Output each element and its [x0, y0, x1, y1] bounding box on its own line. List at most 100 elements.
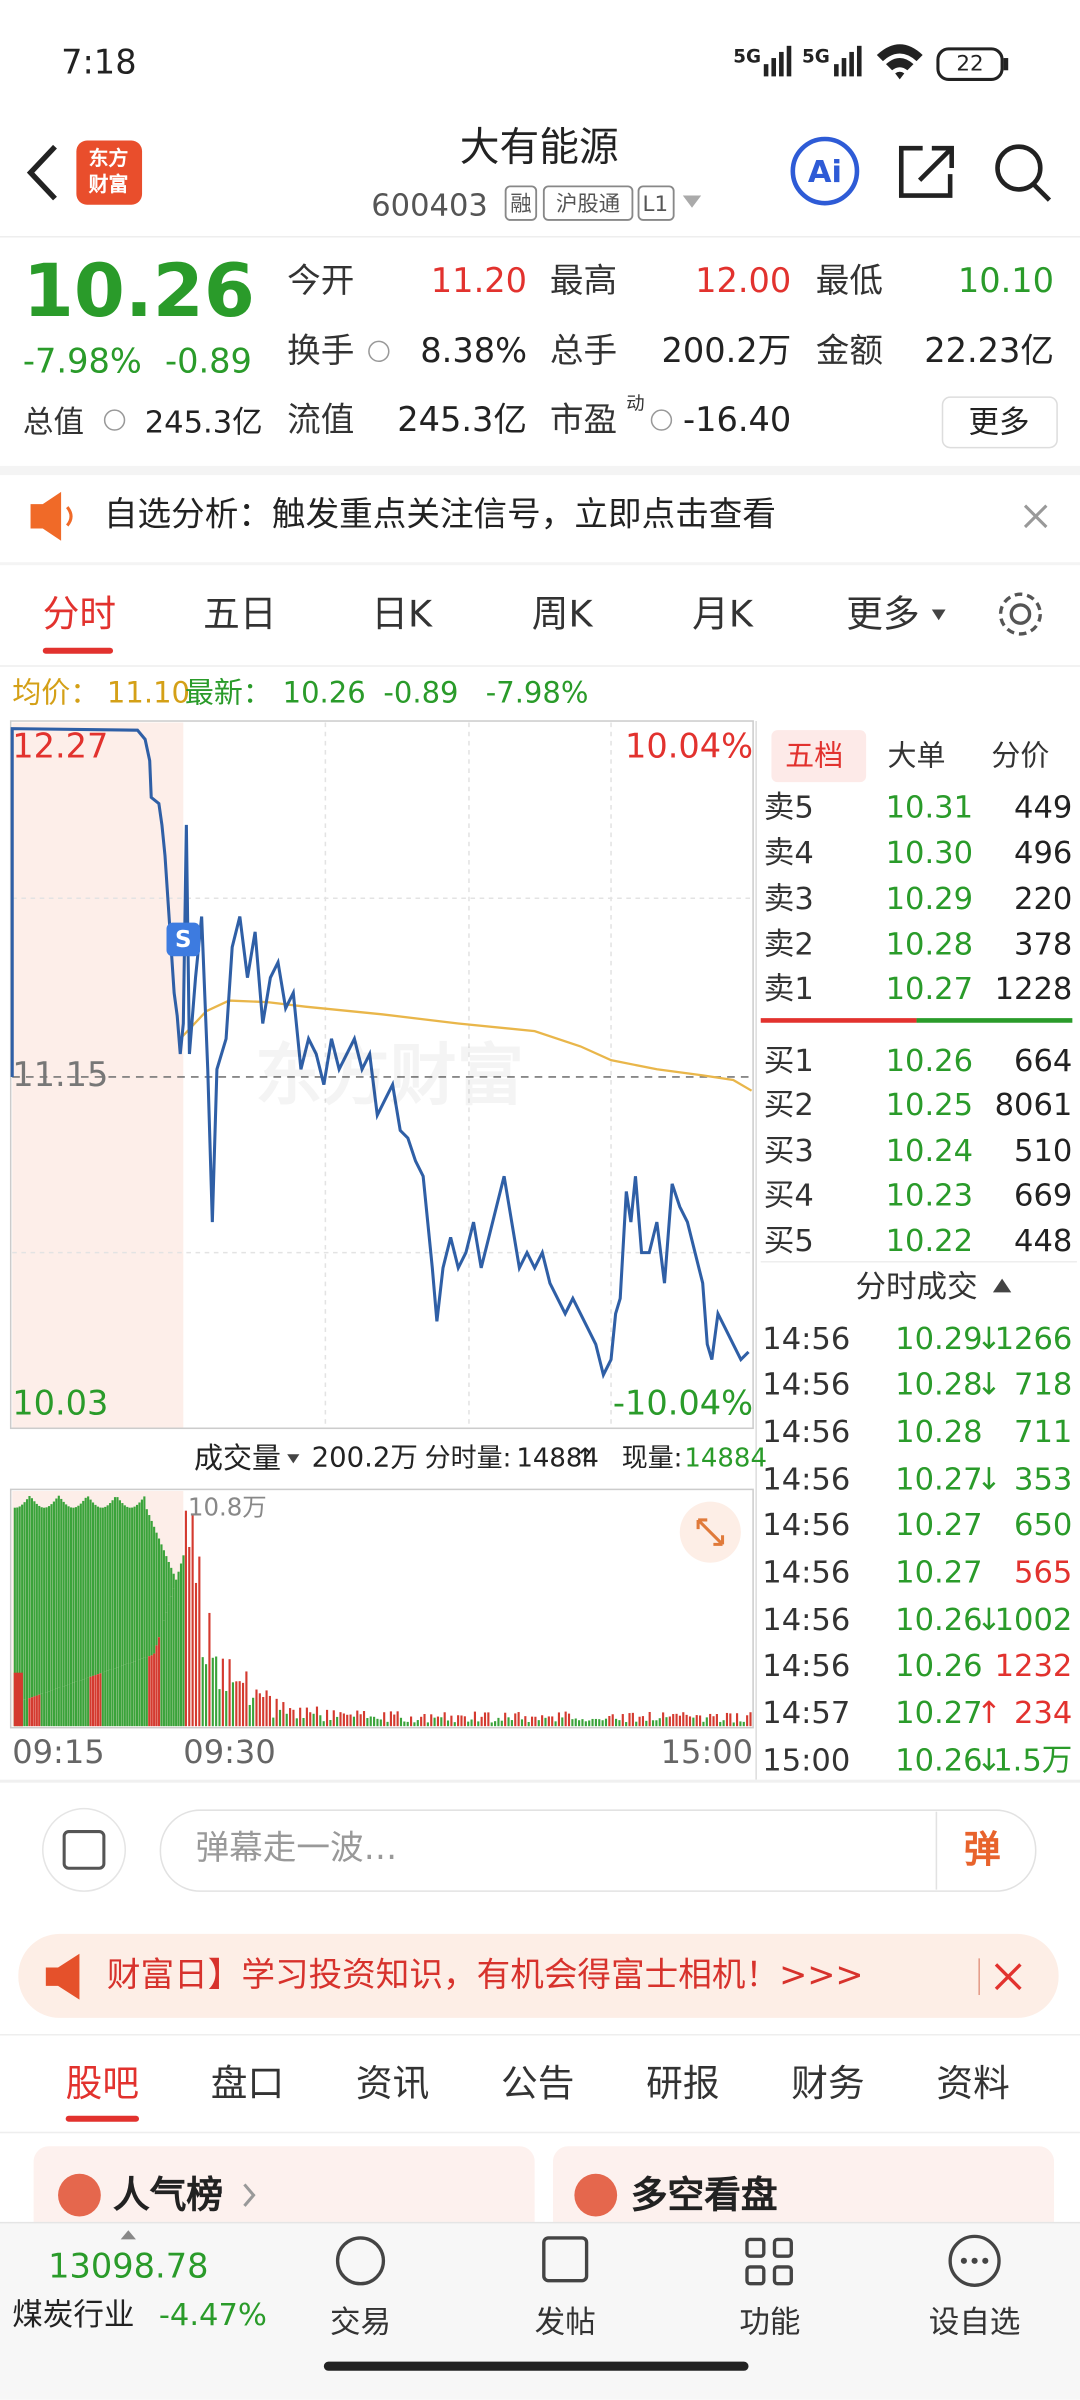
- volume-bar: [113, 1497, 117, 1669]
- nav-label[interactable]: 交易: [329, 2303, 392, 2341]
- volume-bar: [628, 1713, 631, 1727]
- volume-bar: [746, 1715, 749, 1727]
- industry-name[interactable]: 煤炭行业: [12, 2295, 135, 2333]
- volume-bar: [554, 1721, 557, 1727]
- notice-text[interactable]: 自选分析：触发重点关注信号，立即点击查看: [103, 496, 777, 535]
- banner-text[interactable]: 财富日】学习投资知识，有机会得富士相机！>>>: [106, 1956, 864, 1995]
- search-button[interactable]: [995, 144, 1052, 202]
- volume-bar: [47, 1506, 51, 1692]
- section-tab[interactable]: 盘口: [210, 2061, 285, 2105]
- volume-bar: [561, 1717, 564, 1727]
- volume-bar: [682, 1712, 685, 1727]
- back-button[interactable]: [26, 144, 57, 201]
- info-icon[interactable]: [368, 340, 390, 363]
- nav-label[interactable]: 设自选: [928, 2303, 1021, 2341]
- close-banner[interactable]: [994, 1963, 1022, 1991]
- volume-bar: [84, 1678, 87, 1727]
- trade-volume: 565: [1014, 1553, 1073, 1591]
- more-button-label[interactable]: 更多: [968, 403, 1030, 440]
- section-tab[interactable]: 资讯: [355, 2061, 430, 2105]
- volume-bar: [221, 1658, 224, 1727]
- volume-bar: [153, 1653, 156, 1727]
- ai-label[interactable]: Ai: [807, 152, 842, 190]
- volume-bar: [99, 1673, 102, 1727]
- volume-bar: [635, 1721, 638, 1727]
- chart-tab[interactable]: 日K: [371, 592, 433, 635]
- trades-title[interactable]: 分时成交: [855, 1267, 978, 1305]
- status-time: 7:18: [61, 43, 137, 83]
- volume-bar: [65, 1504, 68, 1686]
- banner[interactable]: [18, 1933, 1059, 2018]
- volume-bar: [648, 1711, 651, 1727]
- book-tab[interactable]: 大单: [887, 738, 946, 773]
- volume-bar: [104, 1506, 107, 1672]
- more-button[interactable]: [941, 396, 1058, 449]
- volume-bar: [182, 1555, 185, 1727]
- book-tab[interactable]: 分价: [991, 738, 1050, 773]
- danmaku-button[interactable]: 弹: [963, 1827, 1001, 1871]
- volume-bar: [23, 1699, 26, 1727]
- industry-index[interactable]: 13098.78: [48, 2248, 209, 2287]
- volume-bar: [126, 1663, 129, 1727]
- ask-price: 10.28: [885, 925, 974, 963]
- ai-button[interactable]: [790, 136, 860, 206]
- volume-bar: [208, 1612, 211, 1727]
- volume-bar: [215, 1656, 218, 1727]
- volume-bar: [275, 1698, 278, 1727]
- trade-volume: 1232: [994, 1646, 1073, 1684]
- nav-label[interactable]: 发帖: [534, 2303, 596, 2341]
- volume-bar: [13, 1672, 23, 1727]
- bid-price: 10.26: [885, 1041, 974, 1079]
- nav-watch-icon[interactable]: [948, 2234, 1001, 2287]
- time-label: 09:30: [183, 1734, 276, 1772]
- nav-post-icon[interactable]: [542, 2236, 589, 2283]
- volume-bar: [715, 1714, 718, 1727]
- comment-input[interactable]: [159, 1809, 1037, 1892]
- volume-bar: [584, 1721, 587, 1727]
- section-tab[interactable]: 资料: [936, 2061, 1010, 2105]
- trade-price: 10.27: [895, 1460, 983, 1498]
- share-button[interactable]: [898, 145, 954, 198]
- volume-bar: [228, 1659, 231, 1727]
- info-icon[interactable]: [650, 409, 673, 431]
- settings-button[interactable]: [998, 592, 1042, 636]
- volume-bar: [43, 1507, 46, 1693]
- section-tab[interactable]: 研报: [646, 2061, 720, 2105]
- ask-price: 10.29: [885, 879, 974, 917]
- card-title[interactable]: 人气榜: [113, 2173, 224, 2216]
- comment-placeholder[interactable]: 弹幕走一波…: [195, 1829, 398, 1868]
- chart-tab[interactable]: 五日: [203, 592, 277, 635]
- chart-tab[interactable]: 周K: [531, 592, 593, 635]
- volume-bar: [366, 1718, 369, 1727]
- latest-change: -0.89: [383, 676, 459, 710]
- volume-bar: [198, 1556, 201, 1727]
- card[interactable]: [552, 2146, 1055, 2238]
- volume-bar: [143, 1496, 146, 1658]
- volume-bar: [33, 1696, 36, 1727]
- section-tab[interactable]: 股吧: [65, 2061, 140, 2105]
- bid-label: 买2: [763, 1086, 814, 1123]
- chart-tab[interactable]: 更多: [846, 592, 920, 635]
- card-title[interactable]: 多空看盘: [630, 2173, 778, 2216]
- chart-tab[interactable]: 分时: [42, 592, 117, 635]
- volume-bar: [172, 1573, 175, 1589]
- volume-bar: [396, 1711, 399, 1727]
- volume-bar: [514, 1713, 517, 1727]
- book-tab[interactable]: 五档: [785, 738, 844, 773]
- volume-bar: [118, 1500, 121, 1667]
- nav-label[interactable]: 功能: [739, 2303, 801, 2341]
- volume-bar: [490, 1722, 493, 1727]
- card[interactable]: [33, 2146, 535, 2238]
- volume-bar: [309, 1712, 312, 1727]
- section-tab[interactable]: 公告: [501, 2061, 575, 2105]
- info-icon[interactable]: [103, 409, 126, 431]
- volume-bar: [89, 1499, 92, 1677]
- comment-settings[interactable]: [42, 1807, 127, 1892]
- close-notice[interactable]: [1023, 504, 1048, 529]
- section-tab[interactable]: 财务: [791, 2061, 865, 2105]
- nav-trade-icon[interactable]: [335, 2236, 386, 2286]
- volume-label[interactable]: 成交量: [194, 1441, 282, 1476]
- chart-tab[interactable]: 月K: [692, 592, 753, 635]
- stat-label: 金额: [815, 332, 883, 371]
